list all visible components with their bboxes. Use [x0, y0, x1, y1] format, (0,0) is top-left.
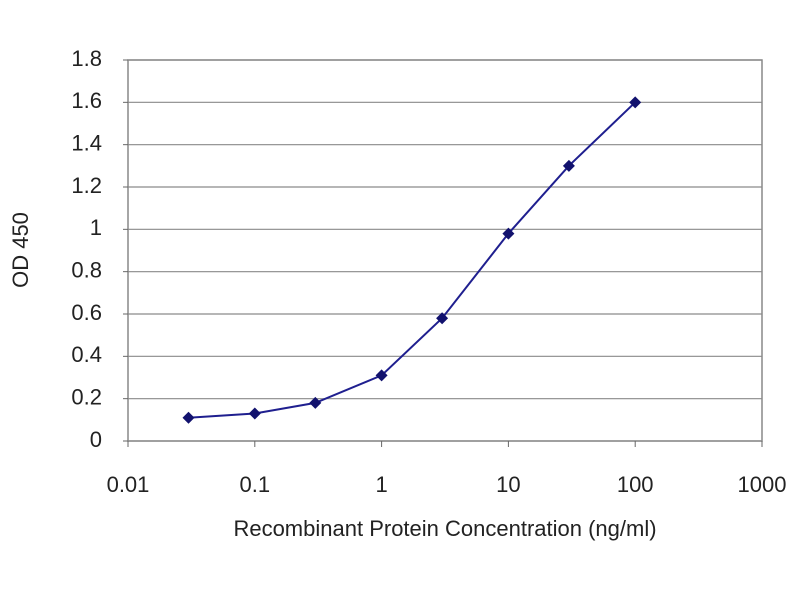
data-point [309, 396, 322, 409]
x-tick-label: 1 [375, 472, 387, 497]
data-point [629, 96, 642, 109]
x-tick-label: 0.01 [107, 472, 150, 497]
data-point [182, 411, 195, 424]
data-point [248, 407, 261, 420]
y-tick-label: 0.2 [71, 384, 102, 409]
x-tick-label: 10 [496, 472, 520, 497]
y-tick-label: 1.2 [71, 173, 102, 198]
y-tick-label: 0.6 [71, 300, 102, 325]
y-axis-label: OD 450 [8, 212, 33, 288]
x-tick-label: 100 [617, 472, 654, 497]
x-axis-label: Recombinant Protein Concentration (ng/ml… [233, 516, 656, 541]
y-tick-label: 1.4 [71, 130, 102, 155]
y-tick-label: 1.8 [71, 46, 102, 71]
x-tick-label: 0.1 [240, 472, 271, 497]
data-line [188, 101, 636, 419]
data-point [562, 159, 575, 172]
y-tick-label: 1 [90, 215, 102, 240]
y-tick-label: 1.6 [71, 88, 102, 113]
data-point [502, 227, 515, 240]
plot-area [127, 59, 763, 442]
y-tick-label: 0.4 [71, 342, 102, 367]
y-tick-label: 0 [90, 427, 102, 452]
x-tick-label: 1000 [738, 472, 787, 497]
data-point [375, 369, 388, 382]
data-point [436, 312, 449, 325]
y-tick-label: 0.8 [71, 257, 102, 282]
